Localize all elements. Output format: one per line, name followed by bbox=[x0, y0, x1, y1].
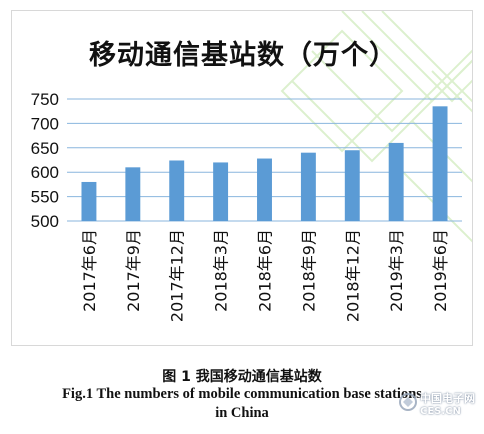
figure-caption-cn: 图 1 我国移动通信基站数 bbox=[162, 369, 322, 385]
x-tick-label: 2018年9月 bbox=[299, 229, 318, 312]
x-tick-label: 2017年9月 bbox=[124, 229, 143, 312]
bar bbox=[388, 142, 404, 221]
bar bbox=[300, 152, 316, 221]
y-tick-label: 700 bbox=[31, 114, 59, 133]
watermark: 中国电子网 CES.CN bbox=[398, 390, 482, 428]
x-tick-label: 2017年12月 bbox=[168, 229, 187, 322]
y-tick-label: 750 bbox=[31, 90, 59, 109]
y-tick-label: 500 bbox=[31, 212, 59, 231]
background-pattern bbox=[280, 11, 472, 243]
x-tick-label: 2019年6月 bbox=[431, 229, 450, 312]
bar bbox=[125, 167, 141, 221]
y-tick-label: 550 bbox=[31, 188, 59, 207]
bar bbox=[81, 181, 97, 221]
x-tick-label: 2018年6月 bbox=[256, 229, 275, 312]
chart-panel: 移动通信基站数（万个） 500 550 600 650 700 750 2017年6月 201… bbox=[11, 10, 473, 346]
x-tick-label: 2019年3月 bbox=[387, 229, 406, 312]
figure-caption-en-line2: in China bbox=[215, 405, 269, 421]
watermark-logo-icon bbox=[399, 393, 417, 411]
bar bbox=[432, 106, 448, 221]
x-tick-label: 2018年12月 bbox=[343, 229, 362, 322]
y-tick-label: 650 bbox=[31, 139, 59, 158]
bar bbox=[344, 150, 360, 221]
bar bbox=[213, 162, 229, 221]
bar bbox=[257, 158, 272, 221]
x-tick-label: 2017年6月 bbox=[80, 229, 99, 312]
watermark-text: 中国电子网 bbox=[420, 392, 475, 405]
figure-caption-en: Fig.1 The numbers of mobile communicatio… bbox=[0, 385, 484, 423]
figure-caption-en-line1: Fig.1 The numbers of mobile communicatio… bbox=[62, 386, 422, 402]
bar bbox=[169, 160, 185, 221]
bar-chart: 500 550 600 650 700 750 2017年6月 2017年9月 2017年12月… bbox=[31, 90, 462, 322]
chart-title: 移动通信基站数（万个） bbox=[89, 40, 397, 71]
y-tick-label: 600 bbox=[31, 163, 59, 182]
x-tick-label: 2018年3月 bbox=[212, 229, 231, 312]
watermark-url: CES.CN bbox=[420, 406, 461, 417]
